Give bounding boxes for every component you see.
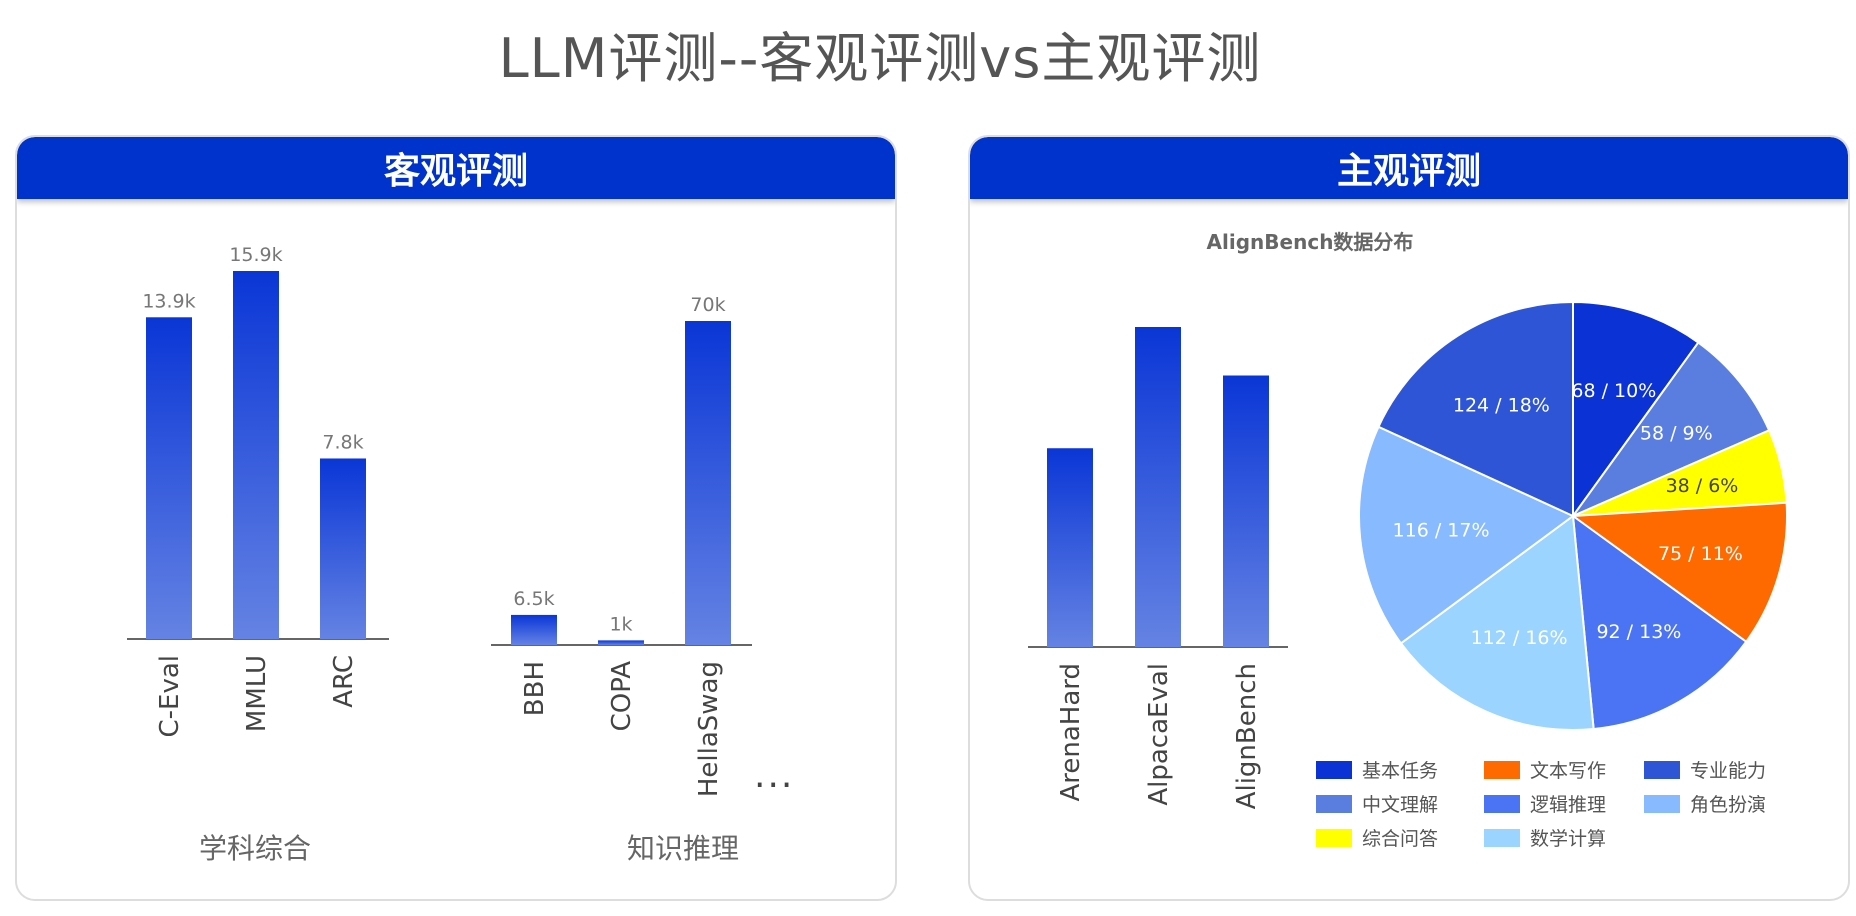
pie-slice-基本任务: [1572, 300, 1700, 520]
legend-label-数学计算: 数学计算: [1530, 828, 1606, 850]
legend-label-专业能力: 专业能力: [1690, 760, 1766, 782]
pie-slice-label-逻辑推理: 92 / 13%: [1596, 621, 1681, 643]
legend-label-基本任务: 基本任务: [1362, 760, 1438, 782]
legend-item-专业能力: 专业能力: [1644, 760, 1766, 782]
objective-bar-charts: 13.9k C-Eval 15.9k MMLU 7.8k ARC 6.5k BBH 1k COPA…: [127, 244, 752, 797]
pie-slice-label-基本任务: 68 / 10%: [1571, 380, 1656, 402]
pie-slice-label-中文理解: 58 / 9%: [1640, 423, 1713, 445]
pie-slice-逻辑推理: [1571, 513, 1748, 731]
pie-slice-label-专业能力: 124 / 18%: [1453, 394, 1550, 416]
legend-label-中文理解: 中文理解: [1362, 794, 1438, 816]
bar-arc: [320, 458, 366, 639]
tick-label-alignbench: AlignBench: [1232, 663, 1262, 809]
bar-mmlu: [233, 271, 279, 639]
legend-label-角色扮演: 角色扮演: [1690, 794, 1766, 816]
bar-c-eval: [146, 317, 192, 639]
legend-swatch-中文理解: [1316, 795, 1352, 813]
legend-swatch-专业能力: [1644, 761, 1680, 779]
pie-slice-专业能力: [1377, 300, 1574, 518]
tick-label-bbh: BBH: [520, 661, 550, 716]
reasoning-bar-group: 6.5k BBH 1k COPA 70k HellaSwag: [491, 294, 752, 797]
bar-value-label-c-eval: 13.9k: [142, 290, 195, 312]
bar-value-label-bbh: 6.5k: [513, 588, 554, 610]
pie-title: AlignBench数据分布: [1207, 230, 1414, 254]
legend-swatch-文本写作: [1484, 761, 1520, 779]
bar-value-label-hellaswag: 70k: [690, 294, 725, 316]
legend-label-文本写作: 文本写作: [1530, 760, 1606, 782]
legend-item-综合问答: 综合问答: [1316, 828, 1438, 850]
legend-item-逻辑推理: 逻辑推理: [1484, 794, 1606, 816]
legend-item-中文理解: 中文理解: [1316, 794, 1438, 816]
bar-arenahard: [1047, 448, 1093, 647]
pie-slice-数学计算: [1399, 514, 1595, 731]
objective-eval-header: 客观评测: [17, 137, 895, 199]
bar-alpacaeval: [1135, 327, 1181, 647]
pie-slice-label-综合问答: 38 / 6%: [1666, 475, 1739, 497]
legend-swatch-逻辑推理: [1484, 795, 1520, 813]
bar-value-label-copa: 1k: [609, 613, 632, 635]
tick-label-arenahard: ArenaHard: [1056, 663, 1086, 802]
bar-value-label-arc: 7.8k: [322, 431, 363, 453]
legend-swatch-数学计算: [1484, 829, 1520, 847]
subject-bar-group: 13.9k C-Eval 15.9k MMLU 7.8k ARC: [127, 244, 389, 738]
tick-label-c-eval: C-Eval: [155, 655, 185, 738]
pie-slice-角色扮演: [1358, 425, 1575, 645]
tick-label-hellaswag: HellaSwag: [694, 661, 724, 797]
bar-bbh: [511, 614, 557, 645]
pie-slice-label-数学计算: 112 / 16%: [1471, 627, 1568, 649]
tick-label-alpacaeval: AlpacaEval: [1144, 663, 1174, 806]
bar-value-label-mmlu: 15.9k: [229, 244, 282, 266]
objective-eval-panel: 客观评测 13.9k C-Eval 15.9k MMLU 7.8k ARC 6.5k BBH 1…: [15, 135, 897, 901]
legend-label-逻辑推理: 逻辑推理: [1530, 794, 1606, 816]
pie-slice-中文理解: [1570, 341, 1771, 519]
legend-item-角色扮演: 角色扮演: [1644, 794, 1766, 816]
group-label-subject: 学科综合: [198, 832, 311, 865]
legend-swatch-综合问答: [1316, 829, 1352, 847]
subjective-charts: ArenaHard AlpacaEval AlignBenchAlignBench数…: [1028, 230, 1788, 850]
legend-swatch-基本任务: [1316, 761, 1352, 779]
legend-swatch-角色扮演: [1644, 795, 1680, 813]
pie-slice-文本写作: [1570, 501, 1788, 644]
subjective-eval-panel: 主观评测 ArenaHard AlpacaEval AlignBench AlignB…: [968, 135, 1850, 901]
subjective-eval-header: 主观评测: [970, 137, 1848, 199]
tick-label-mmlu: MMLU: [242, 655, 272, 732]
legend-item-数学计算: 数学计算: [1484, 828, 1606, 850]
bar-hellaswag: [685, 321, 731, 645]
tick-label-copa: COPA: [607, 661, 637, 732]
legend-item-文本写作: 文本写作: [1484, 760, 1606, 782]
legend-label-综合问答: 综合问答: [1362, 828, 1438, 850]
alignbench-pie: AlignBench数据分布 68 / 10% 58 / 9% 38 / 6% 75 /…: [1207, 230, 1788, 731]
tick-label-arc: ARC: [329, 655, 359, 708]
subjective-bar-group: ArenaHard AlpacaEval AlignBench: [1028, 327, 1288, 809]
bar-alignbench: [1223, 375, 1269, 647]
page-title: LLM评测--客观评测vs主观评测: [498, 27, 1262, 90]
legend-item-基本任务: 基本任务: [1316, 760, 1438, 782]
pie-slice-label-文本写作: 75 / 11%: [1658, 543, 1743, 565]
bar-copa: [598, 640, 644, 645]
pie-slice-label-角色扮演: 116 / 17%: [1393, 520, 1490, 542]
more-ellipsis: ...: [754, 755, 795, 796]
group-label-reasoning: 知识推理: [626, 832, 739, 865]
